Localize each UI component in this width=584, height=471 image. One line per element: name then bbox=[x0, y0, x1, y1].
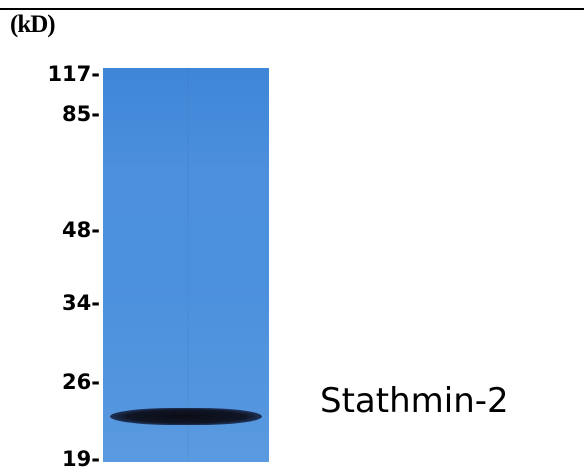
lane-streak bbox=[187, 68, 189, 462]
marker-34: 34- bbox=[62, 291, 100, 315]
blot-lane bbox=[103, 68, 269, 462]
unit-label: (kD) bbox=[10, 11, 56, 38]
marker-85: 85- bbox=[62, 102, 100, 126]
protein-label: Stathmin-2 bbox=[320, 381, 509, 421]
protein-band bbox=[110, 408, 262, 425]
marker-19: 19- bbox=[62, 447, 100, 471]
marker-26: 26- bbox=[62, 370, 100, 394]
marker-48: 48- bbox=[62, 218, 100, 242]
marker-117: 117- bbox=[47, 62, 100, 86]
top-rule bbox=[0, 8, 584, 10]
